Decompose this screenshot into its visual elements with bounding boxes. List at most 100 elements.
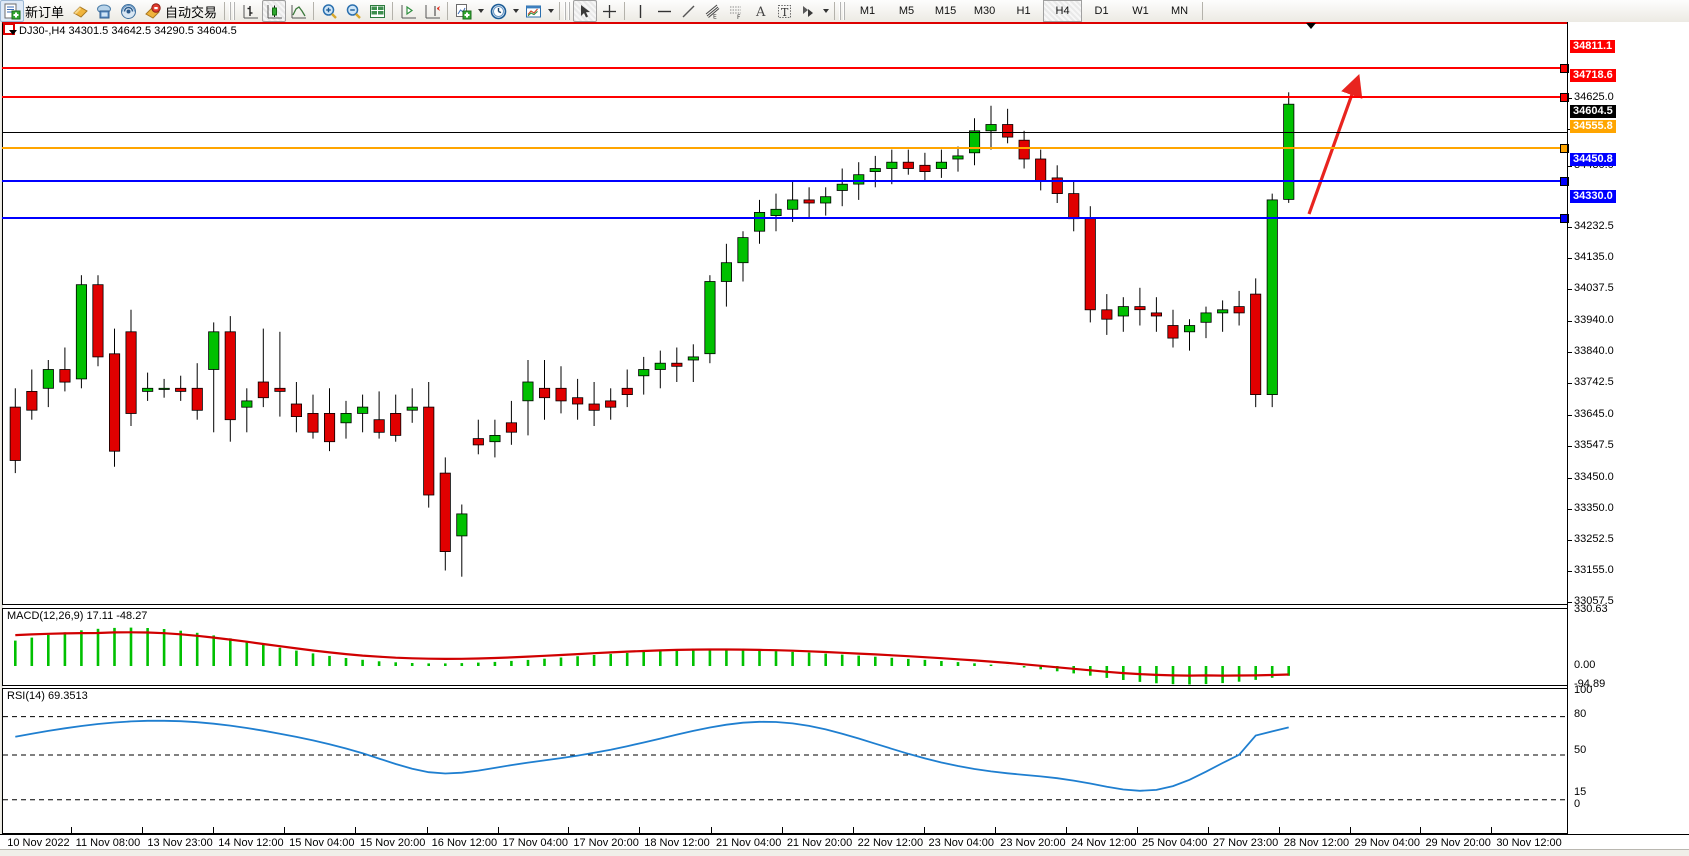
- price-tag-resistance-1[interactable]: 34718.6: [1570, 69, 1616, 82]
- bar-chart-icon[interactable]: [238, 0, 262, 22]
- timeframe-h4[interactable]: H4: [1043, 0, 1083, 22]
- time-axis-label: 29 Nov 04:00: [1354, 837, 1421, 849]
- toolbar-separator: [313, 2, 315, 20]
- time-axis-label: 28 Nov 12:00: [1283, 837, 1350, 849]
- price-tag-pivot[interactable]: 34604.5: [1570, 105, 1616, 118]
- level-line-support-2[interactable]: [2, 214, 1569, 223]
- level-handle[interactable]: [1560, 214, 1569, 223]
- templates-icon[interactable]: [521, 0, 545, 22]
- toolbar-separator: [224, 2, 226, 20]
- time-axis-label: 24 Nov 12:00: [1071, 837, 1137, 849]
- time-axis-label: 27 Nov 23:00: [1212, 837, 1279, 849]
- chart-grid-icon[interactable]: [365, 0, 389, 22]
- new-order-label: 新订单: [25, 5, 65, 21]
- timeframe-mn[interactable]: MN: [1170, 5, 1189, 17]
- macd-pane[interactable]: MACD(12,26,9) 17.11 -48.27: [2, 608, 1568, 686]
- price-tag-support-2[interactable]: 34330.0: [1570, 190, 1616, 203]
- toolbar-grip[interactable]: [839, 2, 847, 20]
- toolbar-grip[interactable]: [229, 2, 237, 20]
- timeframe-m1[interactable]: M1: [859, 5, 876, 17]
- indicator-scale-label: 50: [1574, 744, 1587, 756]
- new-order-icon[interactable]: [0, 0, 24, 22]
- time-axis-label: 23 Nov 20:00: [1000, 837, 1066, 849]
- timeframe-m5[interactable]: M5: [898, 5, 915, 17]
- level-line-support-1[interactable]: [2, 177, 1569, 186]
- auto-scroll-icon[interactable]: [420, 0, 444, 22]
- level-line-mid-level[interactable]: [2, 144, 1569, 153]
- indicator-scale-label: 330.63: [1574, 603, 1608, 615]
- symbol-ohlc-label: DJ30-,H4 34301.5 34642.5 34290.5 34604.5: [19, 25, 237, 37]
- macd-label: MACD(12,26,9) 17.11 -48.27: [7, 610, 148, 622]
- candlestick-chart-icon[interactable]: [262, 0, 287, 22]
- level-line-pivot[interactable]: [2, 132, 1568, 133]
- chart-left-border: [0, 22, 3, 834]
- level-handle[interactable]: [1560, 144, 1569, 153]
- chart-menu-caret-icon[interactable]: [9, 30, 17, 35]
- level-handle[interactable]: [1560, 64, 1569, 73]
- timeframe-m15[interactable]: M15: [934, 5, 957, 17]
- expert-advisors-icon[interactable]: [68, 0, 92, 22]
- indicator-scale-label: 15: [1574, 786, 1587, 798]
- equidistant-channel-icon[interactable]: E: [700, 0, 724, 22]
- time-axis-separator: [923, 827, 925, 835]
- time-axis-separator: [426, 827, 428, 835]
- toolbar-grip[interactable]: [564, 2, 572, 20]
- toolbar-separator: [834, 2, 836, 20]
- text-icon[interactable]: A: [748, 0, 772, 22]
- price-tag-resistance-2[interactable]: 34811.1: [1570, 40, 1616, 53]
- line-chart-icon[interactable]: [286, 0, 310, 22]
- time-axis-label: 25 Nov 04:00: [1141, 837, 1208, 849]
- trend-line-icon[interactable]: [676, 0, 700, 22]
- time-axis-label: 13 Nov 23:00: [147, 837, 213, 849]
- signals-icon[interactable]: [116, 0, 140, 22]
- level-handle[interactable]: [1560, 177, 1569, 186]
- rsi-series: [3, 716, 1567, 801]
- cursor-icon[interactable]: [573, 0, 598, 22]
- shapes-icon[interactable]: [796, 0, 820, 22]
- level-line-resistance-2[interactable]: [2, 64, 1569, 73]
- price-tag-mid-level[interactable]: 34555.8: [1570, 120, 1616, 133]
- svg-text:F: F: [737, 14, 741, 20]
- crosshair-icon[interactable]: [597, 0, 621, 22]
- time-axis-label: 29 Nov 20:00: [1425, 837, 1491, 849]
- time-axis-label: 23 Nov 04:00: [928, 837, 994, 849]
- fibonacci-icon[interactable]: F: [724, 0, 748, 22]
- time-axis-separator: [710, 827, 712, 835]
- chart-window[interactable]: DJ30-,H4 34301.5 34642.5 34290.5 34604.5…: [0, 22, 1689, 855]
- indicators-icon[interactable]: [451, 0, 475, 22]
- indicators-dropdown-caret[interactable]: [475, 1, 486, 21]
- price-pane[interactable]: DJ30-,H4 34301.5 34642.5 34290.5 34604.5: [2, 22, 1568, 605]
- time-axis-separator: [142, 827, 144, 835]
- templates-dropdown-caret[interactable]: [545, 1, 556, 21]
- time-axis-separator: [284, 827, 286, 835]
- time-axis-separator: [852, 827, 854, 835]
- price-scale[interactable]: 34625.034527.534430.034232.534135.034037…: [1568, 22, 1689, 834]
- level-line-resistance-1[interactable]: [2, 93, 1569, 102]
- time-axis-separator: [1420, 827, 1422, 835]
- rsi-pane[interactable]: RSI(14) 69.3513: [2, 688, 1568, 834]
- zoom-in-icon[interactable]: [317, 0, 341, 22]
- indicator-scale-label: 0: [1574, 798, 1581, 810]
- collapse-caret-icon[interactable]: [1306, 23, 1316, 29]
- level-handle[interactable]: [1560, 93, 1569, 102]
- period-icon[interactable]: [486, 0, 510, 22]
- timeframe-m30[interactable]: M30: [973, 5, 996, 17]
- price-tag-support-1[interactable]: 34450.8: [1570, 153, 1616, 166]
- chart-shift-icon[interactable]: [396, 0, 420, 22]
- shapes-dropdown-caret[interactable]: [820, 1, 831, 21]
- timeframe-d1[interactable]: D1: [1094, 5, 1109, 17]
- autotrading-icon[interactable]: [140, 0, 164, 22]
- timeframe-w1[interactable]: W1: [1132, 5, 1149, 17]
- period-dropdown-caret[interactable]: [510, 1, 521, 21]
- toolbar-separator: [559, 2, 561, 20]
- time-axis-label: 17 Nov 20:00: [573, 837, 639, 849]
- data-window-icon[interactable]: [92, 0, 116, 22]
- time-axis-label: 15 Nov 04:00: [289, 837, 355, 849]
- text-label-icon[interactable]: T: [772, 0, 796, 22]
- timeframe-h1[interactable]: H1: [1016, 5, 1031, 17]
- time-axis-label: 30 Nov 12:00: [1496, 837, 1562, 849]
- time-axis-separator: [781, 827, 783, 835]
- zoom-out-icon[interactable]: [341, 0, 365, 22]
- vertical-line-icon[interactable]: [628, 0, 652, 22]
- horizontal-line-icon[interactable]: [652, 0, 676, 22]
